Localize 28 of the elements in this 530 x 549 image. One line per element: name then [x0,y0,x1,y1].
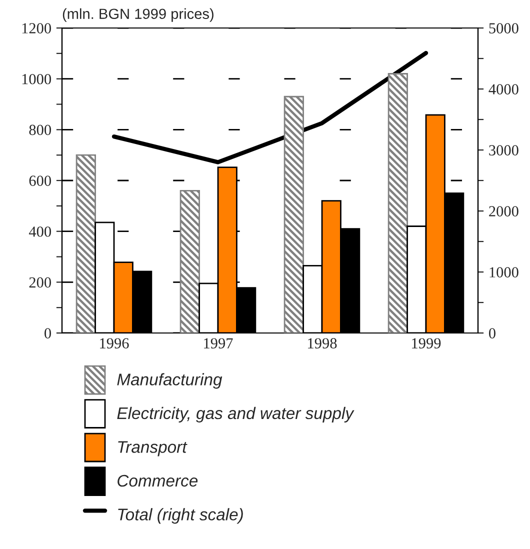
y-tick-label: 800 [29,124,51,136]
y-tick-label: 600 [29,176,51,186]
bar [180,190,200,333]
y-tick-label: 0 [44,328,51,338]
y2-tick-label: 3000 [489,145,518,156]
y-tick-label: 1200 [22,23,51,34]
y2-tick-label: 0 [489,328,496,338]
x-tick-label: 1998 [308,338,337,348]
y2-tick-label: 1000 [490,267,518,278]
bar [388,73,408,333]
bar [76,154,96,333]
legend-label: Electricity, gas and water supply [117,406,354,422]
bar [284,96,304,333]
y-axis-title: (mln. BGN 1999 prices) [62,8,214,22]
legend-label: Commerce [118,474,198,487]
y-tick-label: 1000 [22,74,51,84]
x-tick-label: 1997 [204,338,233,348]
legend-label: Total (right scale) [118,508,243,524]
y2-tick-label: 4000 [488,84,518,94]
legend-label: Manufacturing [117,373,222,389]
x-tick-label: 1996 [100,338,129,348]
line-series [112,50,428,164]
legend-label: Transport [118,441,188,456]
x-tick-label: 1999 [412,338,441,348]
y-tick-label: 400 [28,226,51,237]
y-tick-label: 200 [29,277,51,288]
y2-tick-label: 5000 [489,23,518,34]
y2-tick-label: 2000 [489,206,518,216]
